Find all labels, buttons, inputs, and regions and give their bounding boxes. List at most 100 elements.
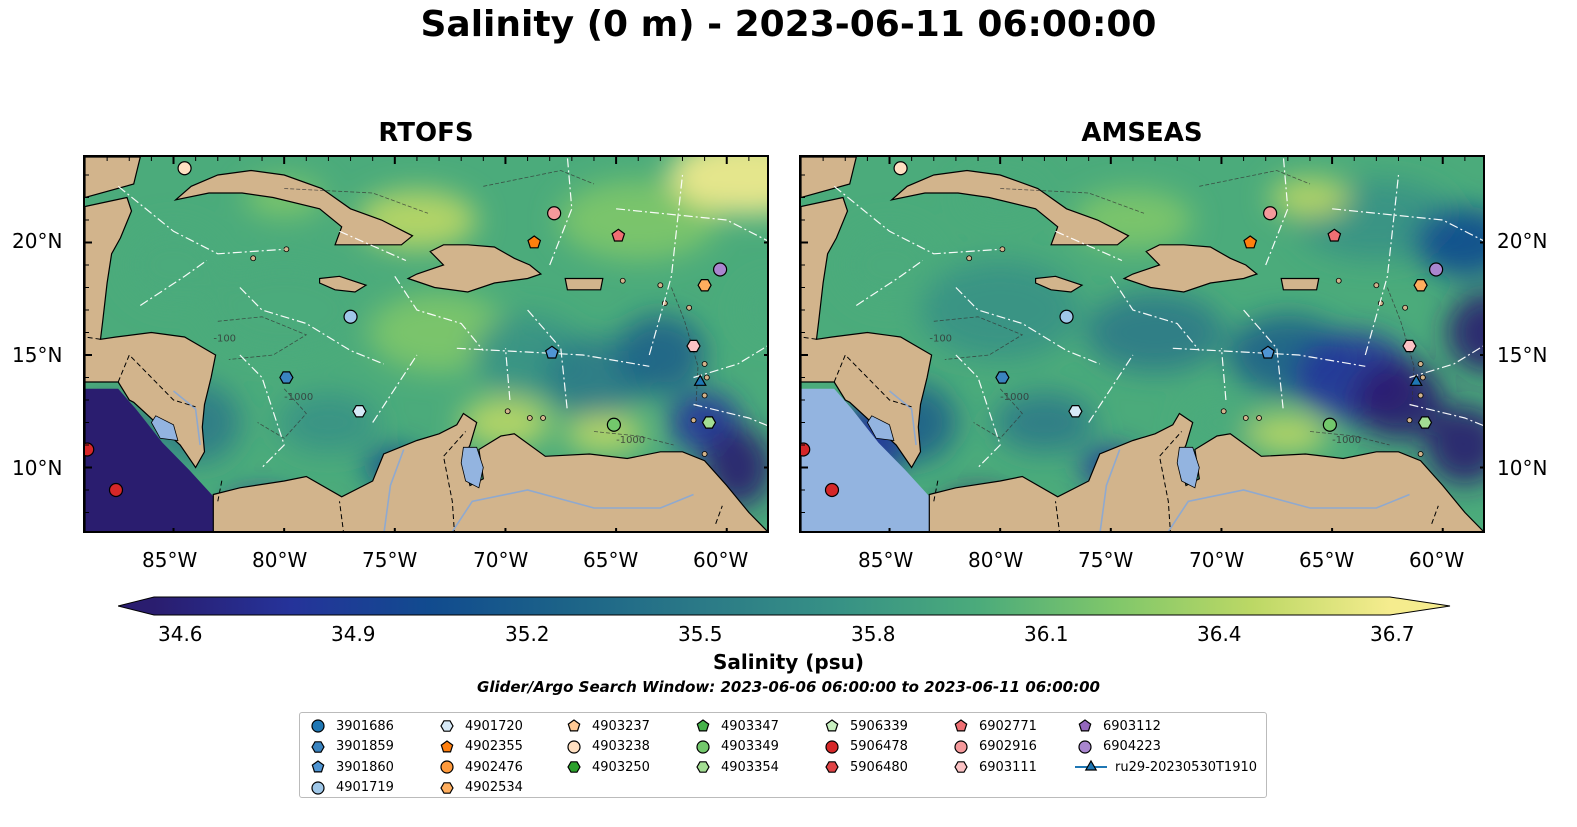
legend-item: 4901720 xyxy=(437,716,523,736)
observation-marker[interactable] xyxy=(713,262,728,277)
observation-marker[interactable] xyxy=(544,345,559,359)
legend-label: ru29-20230530T1910 xyxy=(1115,759,1258,775)
observation-marker[interactable] xyxy=(893,161,908,176)
svg-text:-1000: -1000 xyxy=(284,392,313,403)
colorbar-tick: 34.6 xyxy=(158,622,203,646)
legend-label: 4903354 xyxy=(721,759,779,775)
legend-label: 4902476 xyxy=(465,759,523,775)
observation-marker[interactable] xyxy=(1417,416,1433,429)
circle-marker-icon xyxy=(825,739,839,754)
hexagon-marker-icon xyxy=(311,740,325,753)
observation-marker[interactable] xyxy=(177,161,192,176)
legend-item: 4901719 xyxy=(308,778,394,798)
legend-label: 5906480 xyxy=(850,759,908,775)
circle-marker-icon xyxy=(1078,739,1092,754)
colorbar-outline xyxy=(118,596,1451,616)
observation-marker[interactable] xyxy=(527,235,542,249)
lon-label-65w-left: 65°W xyxy=(583,548,639,572)
observation-marker[interactable] xyxy=(611,228,626,242)
observation-marker[interactable] xyxy=(108,482,124,498)
colorbar-tick: 34.9 xyxy=(331,622,376,646)
observation-marker[interactable] xyxy=(606,417,621,432)
hexagon-marker-icon xyxy=(440,781,454,794)
legend-item: ru29-20230530T1910 xyxy=(1075,757,1257,777)
colorbar-tick: 36.1 xyxy=(1024,622,1069,646)
svg-text:-100: -100 xyxy=(929,334,952,345)
lon-label-80w-left: 80°W xyxy=(252,548,308,572)
legend-item: 5906478 xyxy=(822,737,908,757)
legend-label: 3901859 xyxy=(336,739,394,754)
colorbar-tick: 35.2 xyxy=(505,622,550,646)
pentagon-marker-icon xyxy=(825,719,839,732)
observation-marker[interactable] xyxy=(352,405,367,418)
hexagon-marker-icon xyxy=(696,761,710,773)
observation-marker[interactable] xyxy=(697,278,712,292)
observation-marker[interactable] xyxy=(343,309,358,324)
observation-marker[interactable] xyxy=(995,371,1010,384)
colorbar-max-extend xyxy=(1390,597,1450,615)
lon-label-85w-right: 85°W xyxy=(858,548,914,572)
lat-label-10n-right: 10°N xyxy=(1497,456,1548,480)
observation-marker[interactable] xyxy=(1243,235,1258,249)
salinity-colorbar xyxy=(118,596,1451,616)
lon-label-75w-right: 75°W xyxy=(1078,548,1134,572)
observation-marker[interactable] xyxy=(686,339,701,353)
circle-marker-icon xyxy=(311,719,325,733)
legend-item: 4903250 xyxy=(564,757,650,777)
observation-marker[interactable] xyxy=(85,442,95,457)
observation-marker[interactable] xyxy=(547,206,562,221)
legend-item: 4902355 xyxy=(437,737,523,757)
panel-title-rtofs: RTOFS xyxy=(378,118,474,148)
circle-marker-icon xyxy=(696,739,710,754)
observation-marker[interactable] xyxy=(1322,417,1337,432)
legend-label: 4901719 xyxy=(336,780,394,795)
legend-label: 5906478 xyxy=(850,739,908,754)
map-panel-amseas[interactable]: -100 -1000 -1000 xyxy=(799,155,1485,533)
svg-text:-100: -100 xyxy=(213,334,236,345)
legend-label: 4903238 xyxy=(592,739,650,754)
svg-text:-1000: -1000 xyxy=(616,435,645,446)
pentagon-marker-icon xyxy=(567,719,581,732)
observation-marker[interactable] xyxy=(693,374,707,386)
legend-label: 4903347 xyxy=(721,718,779,734)
svg-text:-1000: -1000 xyxy=(1000,392,1029,403)
lon-label-60w-left: 60°W xyxy=(693,548,749,572)
observation-marker[interactable] xyxy=(1402,339,1417,353)
legend-item: 5906480 xyxy=(822,757,908,777)
observation-marker[interactable] xyxy=(824,482,840,498)
observation-marker[interactable] xyxy=(801,442,811,457)
legend-label: 3901860 xyxy=(336,759,394,775)
observation-marker[interactable] xyxy=(1260,345,1275,359)
pentagon-marker-icon xyxy=(440,739,454,752)
colorbar-tick: 35.5 xyxy=(678,622,723,646)
legend-item: 4903237 xyxy=(564,716,650,736)
observation-marker[interactable] xyxy=(1327,228,1342,242)
lon-label-75w-left: 75°W xyxy=(362,548,418,572)
observation-marker[interactable] xyxy=(701,416,717,429)
circle-marker-icon xyxy=(311,780,325,795)
lon-label-70w-left: 70°W xyxy=(473,548,529,572)
lat-label-10n-left: 10°N xyxy=(12,456,63,480)
legend-item: 3901860 xyxy=(308,757,394,777)
observation-marker[interactable] xyxy=(1429,262,1444,277)
observation-marker[interactable] xyxy=(279,371,294,384)
lat-label-15n-right: 15°N xyxy=(1497,343,1548,367)
observation-marker[interactable] xyxy=(1413,278,1428,292)
observation-marker[interactable] xyxy=(1263,206,1278,221)
observation-marker[interactable] xyxy=(1068,405,1083,418)
hexagon-marker-icon xyxy=(825,761,839,773)
pentagon-marker-icon xyxy=(954,719,968,732)
salinity-map-amseas: -100 -1000 -1000 xyxy=(801,157,1483,531)
observation-marker[interactable] xyxy=(1059,309,1074,324)
map-panel-rtofs[interactable]: -100 -1000 -1000 xyxy=(83,155,769,533)
legend-item: 6902916 xyxy=(951,737,1037,757)
observation-marker[interactable] xyxy=(1409,374,1423,386)
colorbar-tick: 35.8 xyxy=(851,622,896,646)
pentagon-marker-icon xyxy=(1078,719,1092,732)
observation-legend: 3901686 3901859 3901860 4901719 4901720 49023… xyxy=(299,712,1267,798)
lat-label-15n-left: 15°N xyxy=(12,343,63,367)
pentagon-marker-icon xyxy=(696,719,710,732)
triangle-line-marker-icon xyxy=(1075,759,1107,771)
legend-item: 5906339 xyxy=(822,716,908,736)
salinity-map-rtofs: -100 -1000 -1000 xyxy=(85,157,767,531)
